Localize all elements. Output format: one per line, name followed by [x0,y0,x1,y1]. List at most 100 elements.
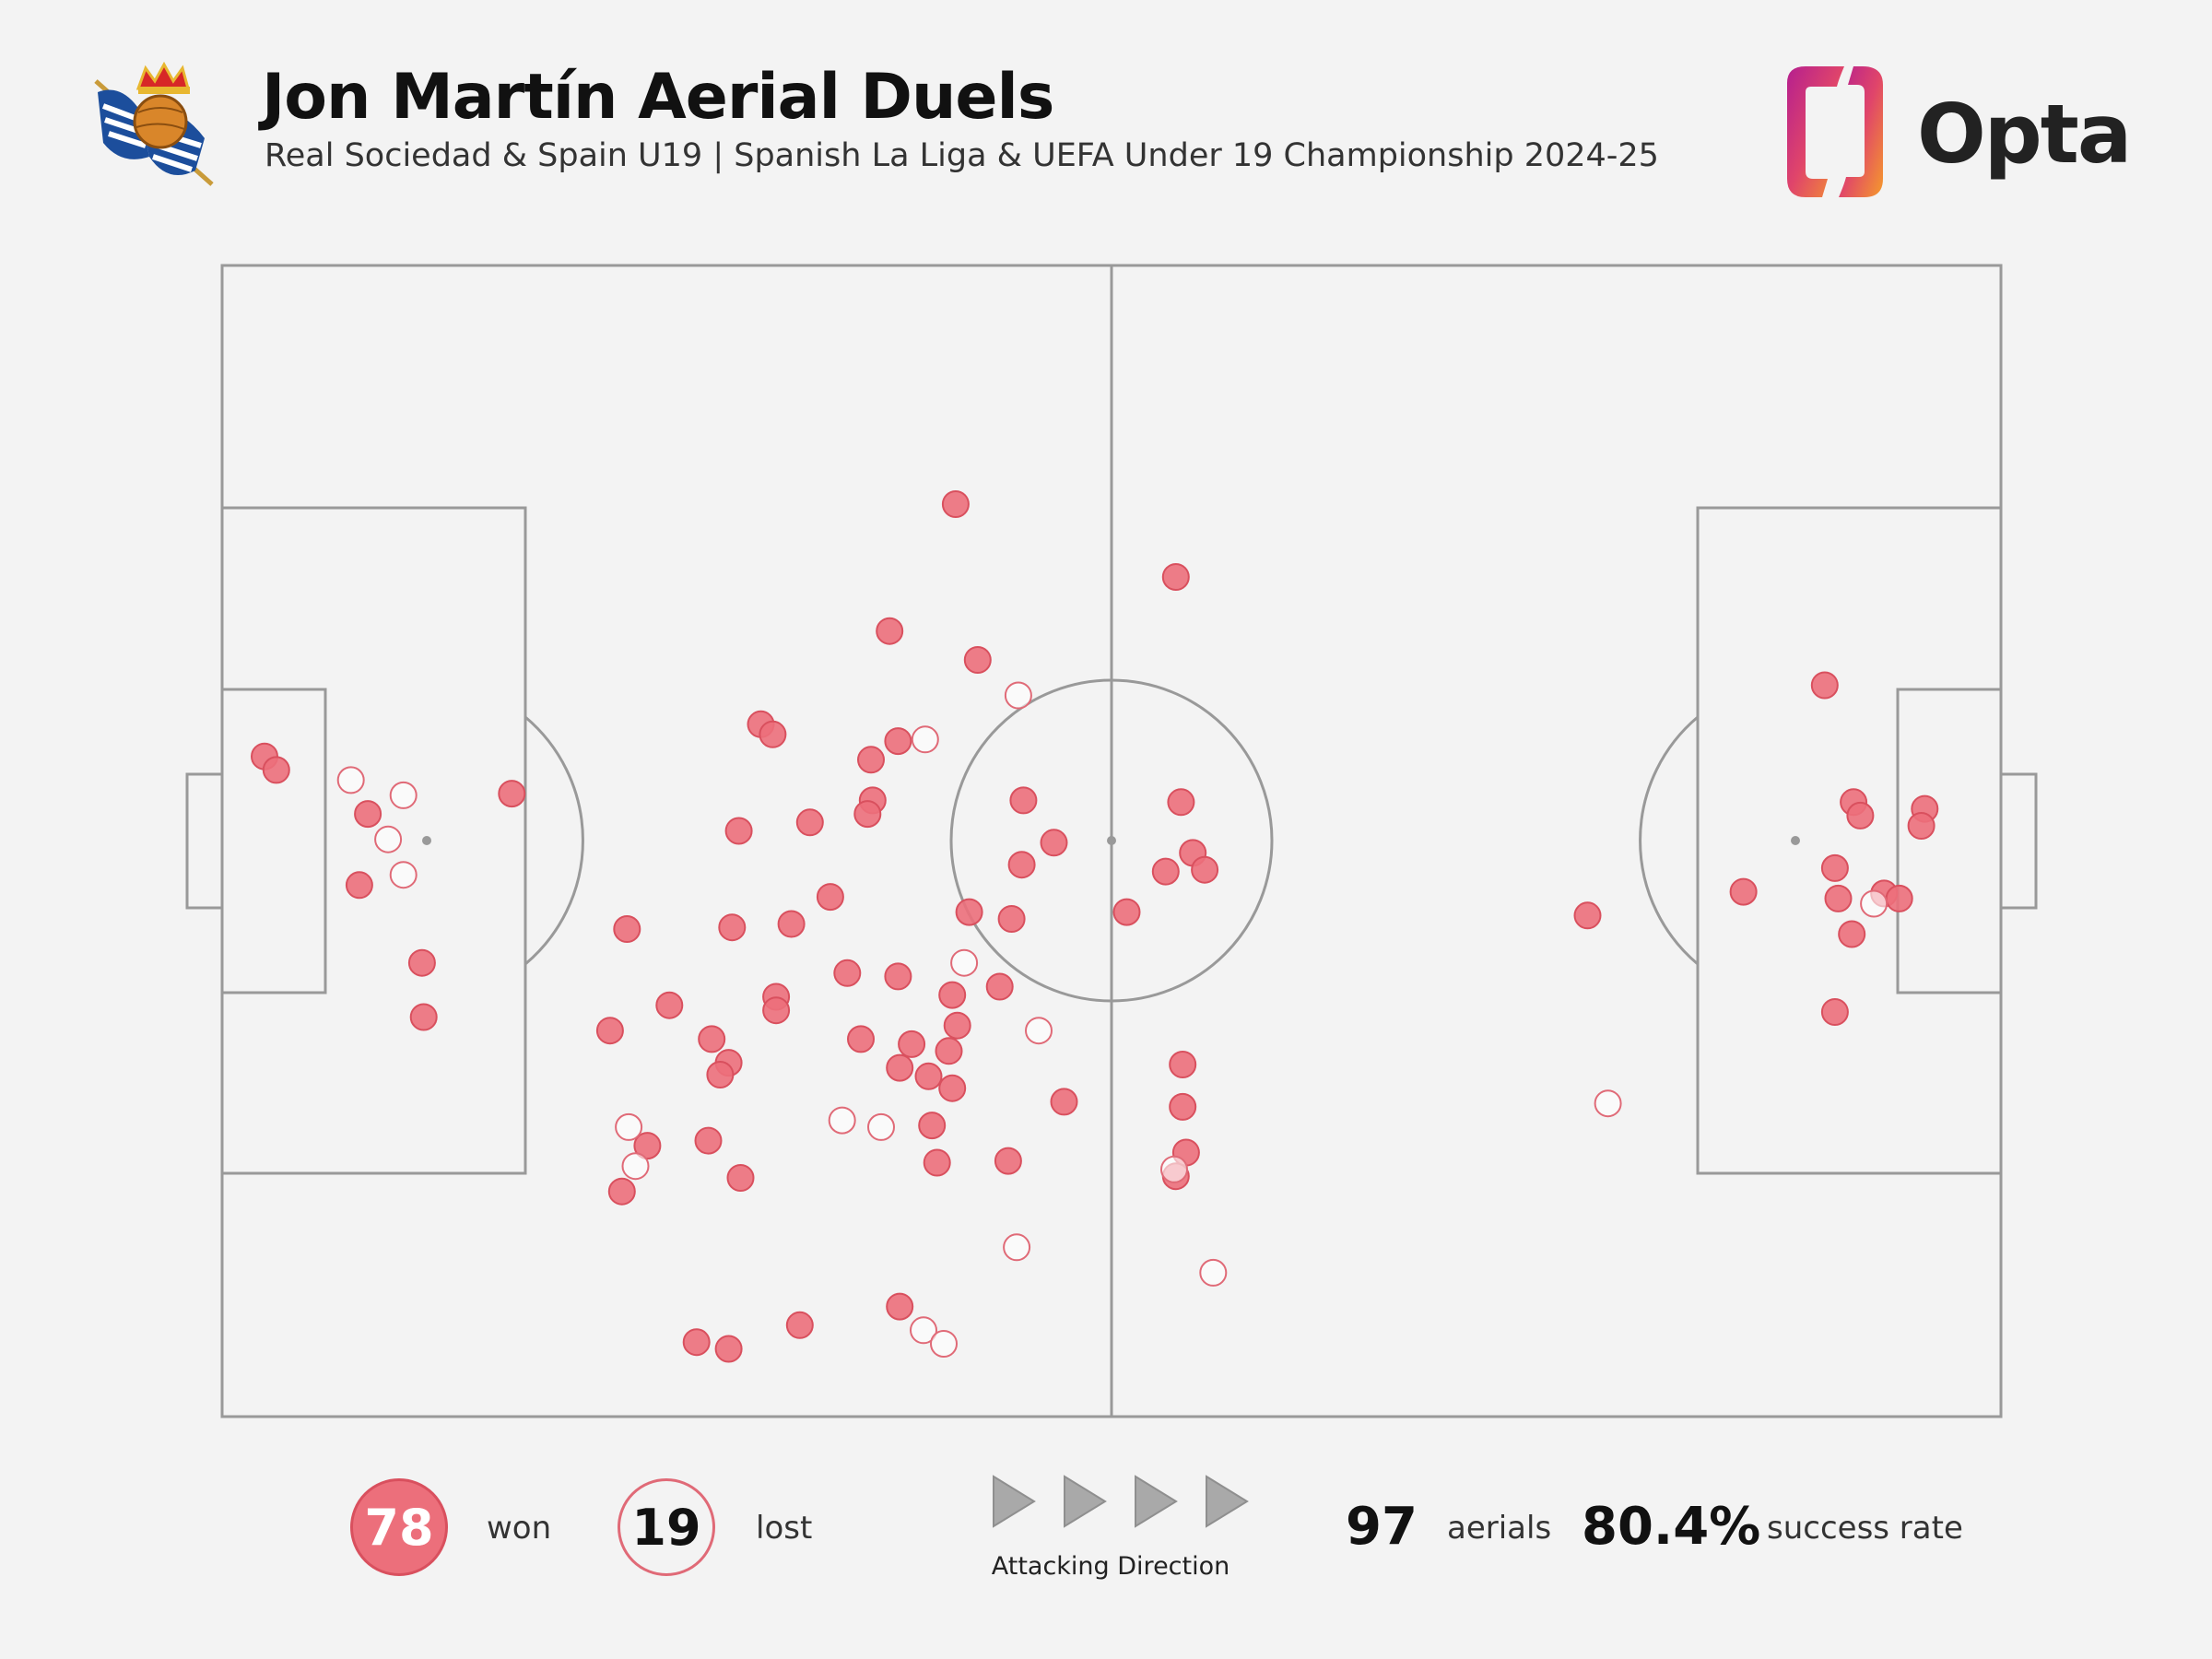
duel-points [252,491,1937,1362]
aerials-label: aerials [1447,1510,1551,1547]
won-duel-point [797,809,823,835]
won-duel-point [787,1312,813,1338]
lost-duel-point [830,1108,855,1134]
won-duel-point [848,1026,874,1052]
won-duel-point [885,728,911,754]
won-duel-point [728,1165,754,1191]
left-goal [187,774,222,908]
won-duel-point [1052,1088,1077,1114]
lost-duel-point [1595,1090,1621,1116]
won-duel-point [854,801,880,827]
won-duel-point [411,1005,437,1030]
won-duel-point [347,872,372,898]
won-duel-point [939,1076,965,1101]
won-duel-point [1822,999,1848,1025]
lost-duel-point [1006,683,1031,709]
won-duel-point [779,912,805,937]
lost-label: lost [756,1510,812,1547]
aerials-count: 97 [1346,1497,1418,1557]
left-penalty-area [222,508,525,1173]
won-duel-point [1168,789,1194,815]
won-duel-point [1041,830,1067,855]
won-duel-point [999,906,1025,932]
lost-duel-point [1861,891,1887,917]
lost-duel-point [391,862,417,888]
won-duel-point [919,1112,945,1138]
won-duel-point [696,1128,722,1154]
lost-duel-point [951,950,977,976]
right-goal [2001,774,2036,908]
lost-count-badge: 19 [618,1478,715,1576]
attacking-direction-label: Attacking Direction [959,1552,1263,1581]
won-duel-point [719,914,745,940]
won-duel-point [916,1064,942,1089]
won-duel-point [716,1336,742,1362]
won-duel-point [1009,852,1035,877]
won-duel-point [1170,1094,1195,1120]
won-duel-point [684,1329,710,1355]
won-duel-point [943,491,969,517]
won-duel-point [1839,922,1865,947]
centre-spot [1107,836,1116,845]
won-duel-point [656,993,682,1018]
lost-duel-point [623,1153,649,1179]
won-label: won [487,1510,551,1547]
success-rate-label: success rate [1767,1510,1963,1547]
won-duel-point [409,950,435,976]
won-duel-point [597,1018,623,1043]
won-duel-point [858,747,884,772]
won-duel-point [763,997,789,1023]
right-penalty-area [1698,508,2001,1173]
won-duel-point [936,1038,962,1064]
lost-duel-point [1004,1234,1030,1260]
won-duel-point [818,884,843,910]
direction-arrow-icon [1065,1477,1105,1526]
won-duel-point [609,1179,635,1205]
lost-duel-point [375,827,401,853]
won-duel-point [1909,813,1935,839]
lost-duel-point [1161,1157,1187,1182]
won-duel-point [499,781,524,806]
right-penalty-arc [1641,717,1698,964]
lost-duel-point [338,767,364,793]
won-duel-point [1170,1052,1195,1077]
won-duel-point [877,618,902,644]
won-duel-point [726,818,752,844]
won-duel-point [965,647,991,673]
won-duel-point [264,757,289,782]
won-duel-point [899,1031,924,1057]
won-duel-point [945,1013,971,1039]
won-duel-point [887,1055,912,1081]
lost-duel-point [912,726,938,752]
won-duel-point [939,982,965,1008]
won-duel-point [887,1294,912,1320]
lost-duel-point [931,1331,957,1357]
won-duel-point [1163,564,1189,590]
won-duel-point [1812,673,1838,699]
won-count-badge: 78 [350,1478,448,1576]
won-duel-point [707,1062,733,1088]
direction-arrow-icon [1206,1477,1247,1526]
won-duel-point [355,801,381,827]
won-duel-point [1822,855,1848,881]
lost-duel-point [868,1114,894,1140]
won-duel-point [759,722,785,747]
won-duel-point [1731,879,1757,905]
lost-duel-point [616,1114,641,1140]
won-duel-point [1114,900,1140,925]
won-duel-point [1847,803,1873,829]
won-duel-point [1153,859,1179,885]
won-duel-point [614,916,640,942]
won-duel-point [1826,886,1852,912]
left-six-yard-box [222,689,325,993]
won-duel-point [885,963,911,989]
won-duel-point [1575,902,1601,928]
left-penalty-spot [422,836,431,845]
left-penalty-arc [525,717,582,964]
right-six-yard-box [1898,689,2001,993]
won-duel-point [987,974,1013,1000]
won-duel-point [1192,857,1218,883]
won-duel-point [834,960,860,986]
won-duel-point [1010,787,1036,813]
